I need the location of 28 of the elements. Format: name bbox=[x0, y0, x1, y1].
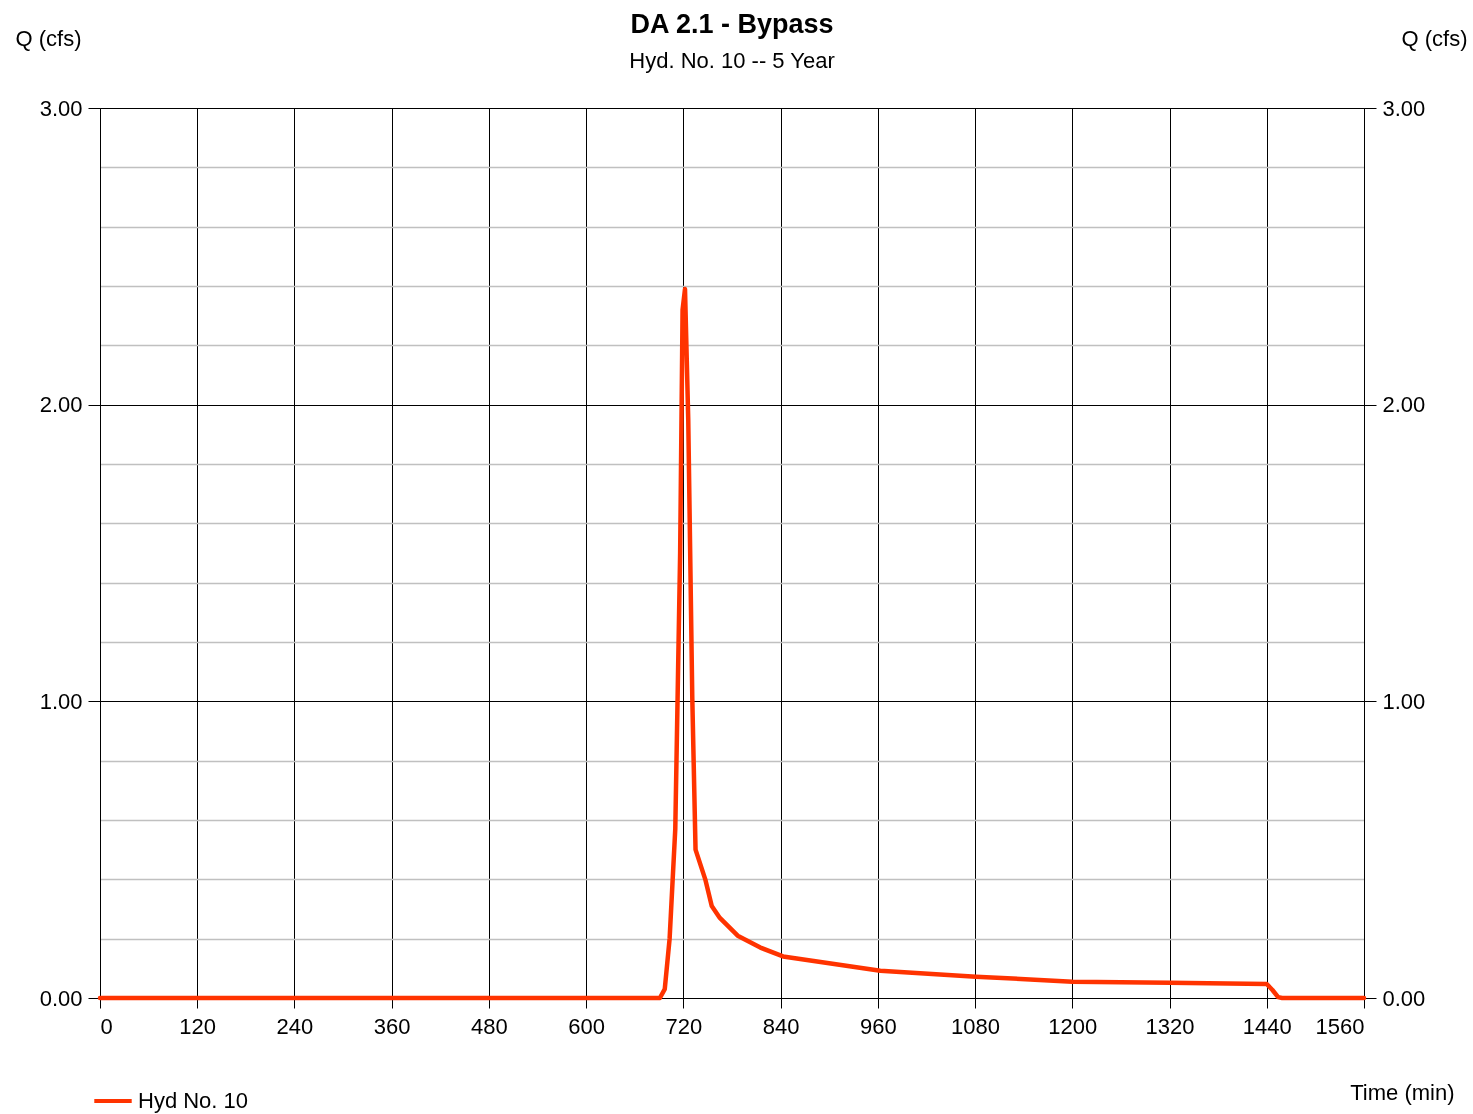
y2-tick-label: 0.00 bbox=[1382, 985, 1426, 1011]
y-axis-title: Q (cfs) bbox=[15, 25, 82, 51]
x-tick-label: 1200 bbox=[1048, 1013, 1098, 1039]
x-tick-label: 1440 bbox=[1242, 1013, 1292, 1039]
x-tick-label: 0 bbox=[100, 1013, 113, 1039]
x-tick-label: 1080 bbox=[951, 1013, 1001, 1039]
y2-tick-label: 2.00 bbox=[1382, 392, 1426, 418]
y2-axis-title: Q (cfs) bbox=[1401, 25, 1468, 51]
y2-tick-label: 3.00 bbox=[1382, 95, 1426, 121]
y-tick-label: 0.00 bbox=[39, 985, 83, 1011]
x-tick-label: 960 bbox=[859, 1013, 897, 1039]
x-tick-label: 840 bbox=[762, 1013, 800, 1039]
x-tick-label: 360 bbox=[373, 1013, 411, 1039]
y-tick-label: 1.00 bbox=[39, 688, 83, 714]
y2-tick-label: 1.00 bbox=[1382, 688, 1426, 714]
x-tick-label: 240 bbox=[276, 1013, 314, 1039]
x-tick-label: 120 bbox=[179, 1013, 217, 1039]
legend-label: Hyd No. 10 bbox=[138, 1088, 249, 1113]
y-tick-label: 3.00 bbox=[39, 95, 83, 121]
chart-title: DA 2.1 - Bypass bbox=[630, 9, 834, 39]
x-tick-label: 720 bbox=[665, 1013, 703, 1039]
x-axis-title: Time (min) bbox=[1350, 1079, 1455, 1105]
x-tick-label: 600 bbox=[568, 1013, 606, 1039]
y-tick-label: 2.00 bbox=[39, 392, 83, 418]
x-tick-label: 480 bbox=[471, 1013, 508, 1039]
x-tick-label: 1320 bbox=[1145, 1013, 1195, 1039]
x-tick-label: 1560 bbox=[1315, 1013, 1365, 1039]
chart-subtitle: Hyd. No. 10 -- 5 Year bbox=[629, 48, 835, 73]
